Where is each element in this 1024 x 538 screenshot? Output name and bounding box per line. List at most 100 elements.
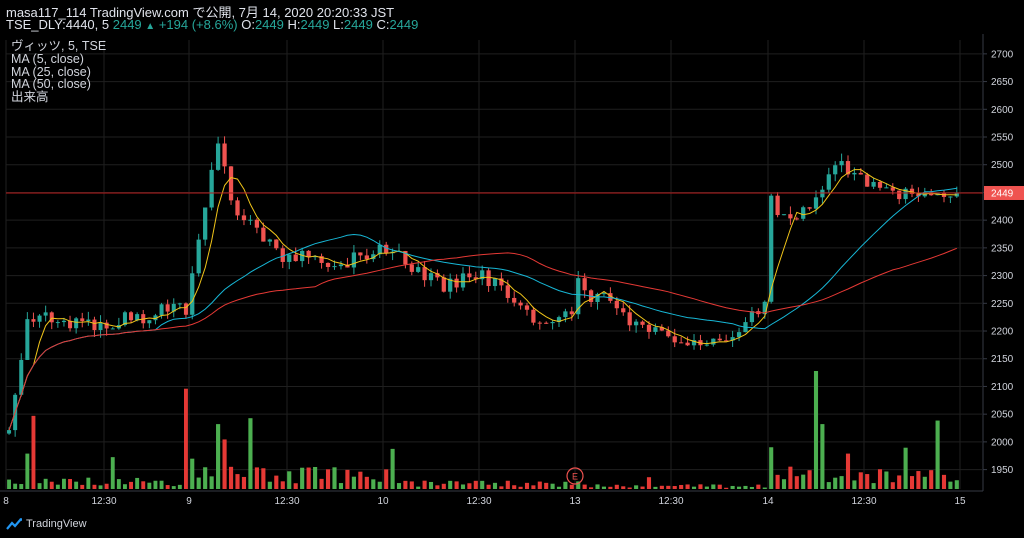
volume-bar — [441, 483, 446, 489]
volume-bar — [68, 479, 73, 489]
volume-bar — [61, 478, 66, 489]
volume-bar — [306, 467, 311, 489]
volume-bar — [909, 476, 915, 489]
volume-bar — [601, 486, 607, 489]
price-tick-label: 2150 — [991, 354, 1014, 365]
candle-body — [659, 327, 664, 331]
candle-body — [839, 161, 844, 166]
open-value: 2449 — [254, 17, 284, 32]
volume-bar — [871, 483, 876, 489]
candle-body — [448, 278, 453, 292]
candle-body — [884, 187, 889, 189]
volume-bar — [518, 486, 523, 489]
candle-body — [813, 197, 819, 209]
chart-header: masa117_114 TradingView.com で公開, 7月 14, … — [0, 0, 1024, 34]
candle-body — [74, 318, 79, 329]
time-tick-label: 13 — [569, 496, 581, 507]
candle-body — [371, 254, 376, 260]
volume-bar — [659, 485, 664, 489]
volume-bar — [384, 469, 389, 489]
volume-bar — [492, 482, 498, 489]
candle-body — [460, 273, 466, 288]
price-tick-label: 2400 — [991, 216, 1014, 227]
volume-bar — [241, 476, 247, 489]
legend-ma50[interactable]: MA (50, close) — [11, 77, 91, 92]
time-axis[interactable]: 8 12:30 9 12:30 10 12:30 13 12:30 14 12:30 15 — [0, 490, 983, 507]
volume-bar — [435, 485, 440, 489]
volume-bar — [762, 487, 767, 489]
candle-body — [518, 302, 523, 306]
volume-bar — [486, 484, 491, 489]
volume-bar — [954, 480, 959, 489]
candle-body — [679, 342, 684, 344]
candle-body — [129, 312, 134, 321]
volume-bar — [104, 483, 109, 489]
candle-body — [196, 239, 201, 274]
volume-bar — [563, 481, 568, 489]
candle-body — [86, 319, 91, 322]
candle-body — [332, 266, 337, 268]
price-axis[interactable]: 1950 2000 2050 2100 2150 2200 2250 2300 2350 2400… — [982, 34, 1024, 510]
candle-body — [865, 174, 870, 187]
candle-body — [480, 270, 485, 280]
tradingview-logo[interactable]: TradingView — [6, 518, 87, 530]
candle-body — [775, 195, 780, 216]
volume-bar — [428, 481, 434, 489]
candle-body — [306, 250, 311, 258]
legend-ma25[interactable]: MA (25, close) — [11, 64, 91, 79]
publish-info: masa117_114 TradingView.com で公開, 7月 14, … — [6, 5, 395, 20]
volume-bar — [222, 439, 227, 489]
volume-bar — [730, 485, 735, 489]
legend-volume[interactable]: 出来高 — [11, 90, 49, 105]
candle-body — [235, 200, 240, 216]
volume-bar — [196, 477, 201, 489]
volume-bar — [55, 484, 60, 489]
candle-body — [685, 342, 690, 346]
candle-body — [473, 277, 478, 280]
candle-body — [267, 239, 272, 242]
volume-bar — [177, 484, 182, 489]
legend-main-series[interactable]: ヴィッツ, 5, TSE — [11, 39, 107, 53]
event-marker-label: E — [572, 472, 578, 482]
candle-body — [537, 322, 542, 324]
price-tick-label: 2250 — [991, 299, 1014, 310]
volume-bar — [608, 486, 613, 489]
volume-bar — [116, 479, 121, 489]
volume-bar — [19, 484, 24, 489]
volume-bar — [274, 475, 279, 489]
candle-body — [351, 252, 357, 268]
candle-body — [325, 262, 331, 267]
volume-bar — [544, 482, 549, 489]
candle-body — [704, 344, 710, 346]
candle-body — [358, 252, 363, 256]
legend-ma5[interactable]: MA (5, close) — [11, 51, 84, 66]
candle-body — [948, 196, 953, 198]
price-tick-label: 2650 — [991, 77, 1014, 88]
volume-bar — [190, 458, 195, 489]
candle-body — [871, 181, 876, 187]
volume-bar — [460, 484, 466, 489]
price-chart[interactable]: E 1950 2000 2050 2100 2150 2200 2250 2300 2350 24… — [0, 34, 1024, 510]
candle-body — [190, 273, 195, 315]
candle-body — [621, 308, 626, 313]
volume-bar — [129, 481, 134, 489]
candle-body — [261, 227, 266, 242]
volume-bar — [377, 481, 382, 489]
volume-bar — [364, 476, 369, 489]
volume-bar — [371, 479, 376, 489]
time-tick-label: 12:30 — [658, 496, 683, 507]
volume-bar — [820, 424, 825, 489]
chart-overlay: E — [6, 192, 983, 485]
volume-bar — [813, 371, 819, 489]
candle-body — [248, 219, 253, 221]
price-tick-label: 2700 — [991, 49, 1014, 60]
volume-bar — [135, 477, 140, 489]
price-tick-label: 2200 — [991, 327, 1014, 338]
candle-body — [724, 340, 729, 342]
volume-bar — [409, 481, 414, 489]
volume-bar — [916, 471, 921, 489]
candle-body — [454, 278, 459, 288]
last-price-tag — [984, 185, 1024, 200]
volume-bar — [86, 477, 91, 489]
candle-body — [666, 330, 671, 337]
